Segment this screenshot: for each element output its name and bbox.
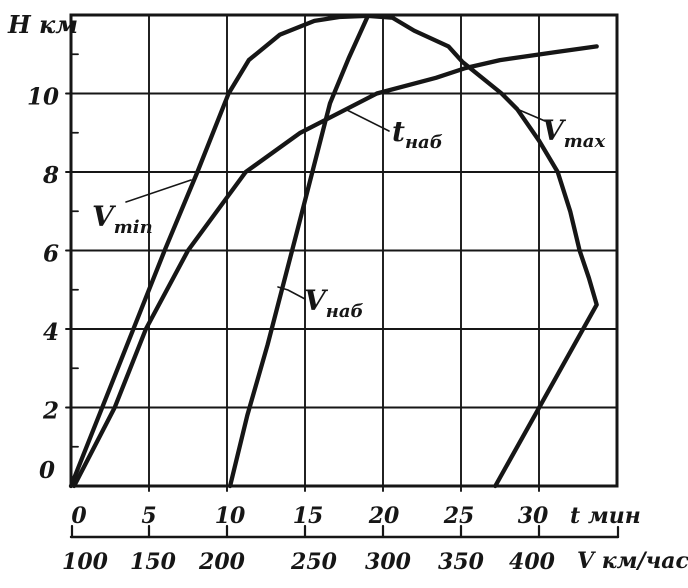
curve-t-nab <box>71 44 599 489</box>
y-tick-label: 6 <box>43 241 59 268</box>
x-tick-label-v: 200 <box>198 549 246 575</box>
y-tick-label: 10 <box>27 84 59 111</box>
label-leader-v-min <box>125 179 192 203</box>
curve-v-max <box>365 13 599 489</box>
y-axis-title: Н км <box>7 10 78 39</box>
y-tick-label: 4 <box>43 319 59 346</box>
x-axis-title-t: t мин <box>570 503 641 529</box>
x-tick-label-t: 15 <box>293 503 324 529</box>
curve-v-min <box>68 13 370 489</box>
x-tick-label-v: 400 <box>509 549 556 575</box>
x-tick-label-v: 250 <box>290 549 338 575</box>
x-tick-label-v: 150 <box>130 549 177 575</box>
x-tick-label-t: 25 <box>443 503 475 529</box>
x-tick-label-t: 20 <box>368 503 400 529</box>
y-tick-label: 0 <box>39 457 55 484</box>
x-tick-label-v: 300 <box>365 549 412 575</box>
x-tick-label-t: 5 <box>141 503 156 529</box>
x-tick-label-t: 30 <box>518 503 549 529</box>
curve-v-nab <box>227 14 370 489</box>
label-leader-v-max <box>516 108 546 122</box>
x-tick-label-t: 10 <box>215 503 246 529</box>
y-tick-label: 8 <box>42 162 59 189</box>
curve-label-v-nab: Vнаб <box>304 284 364 322</box>
x-tick-label-t: 0 <box>71 503 87 529</box>
x-tick-label-v: 350 <box>438 549 485 575</box>
y-tick-label: 2 <box>42 398 59 425</box>
curve-label-v-min: Vmin <box>92 200 153 238</box>
x-axis-title-v: V км/час <box>577 548 688 574</box>
label-leader-t-nab <box>346 109 390 132</box>
label-leader-v-nab <box>277 286 306 300</box>
curve-label-t-nab: tнаб <box>392 115 443 153</box>
x-tick-label-v: 100 <box>62 549 109 575</box>
curve-label-v-max: Vmax <box>542 114 605 152</box>
